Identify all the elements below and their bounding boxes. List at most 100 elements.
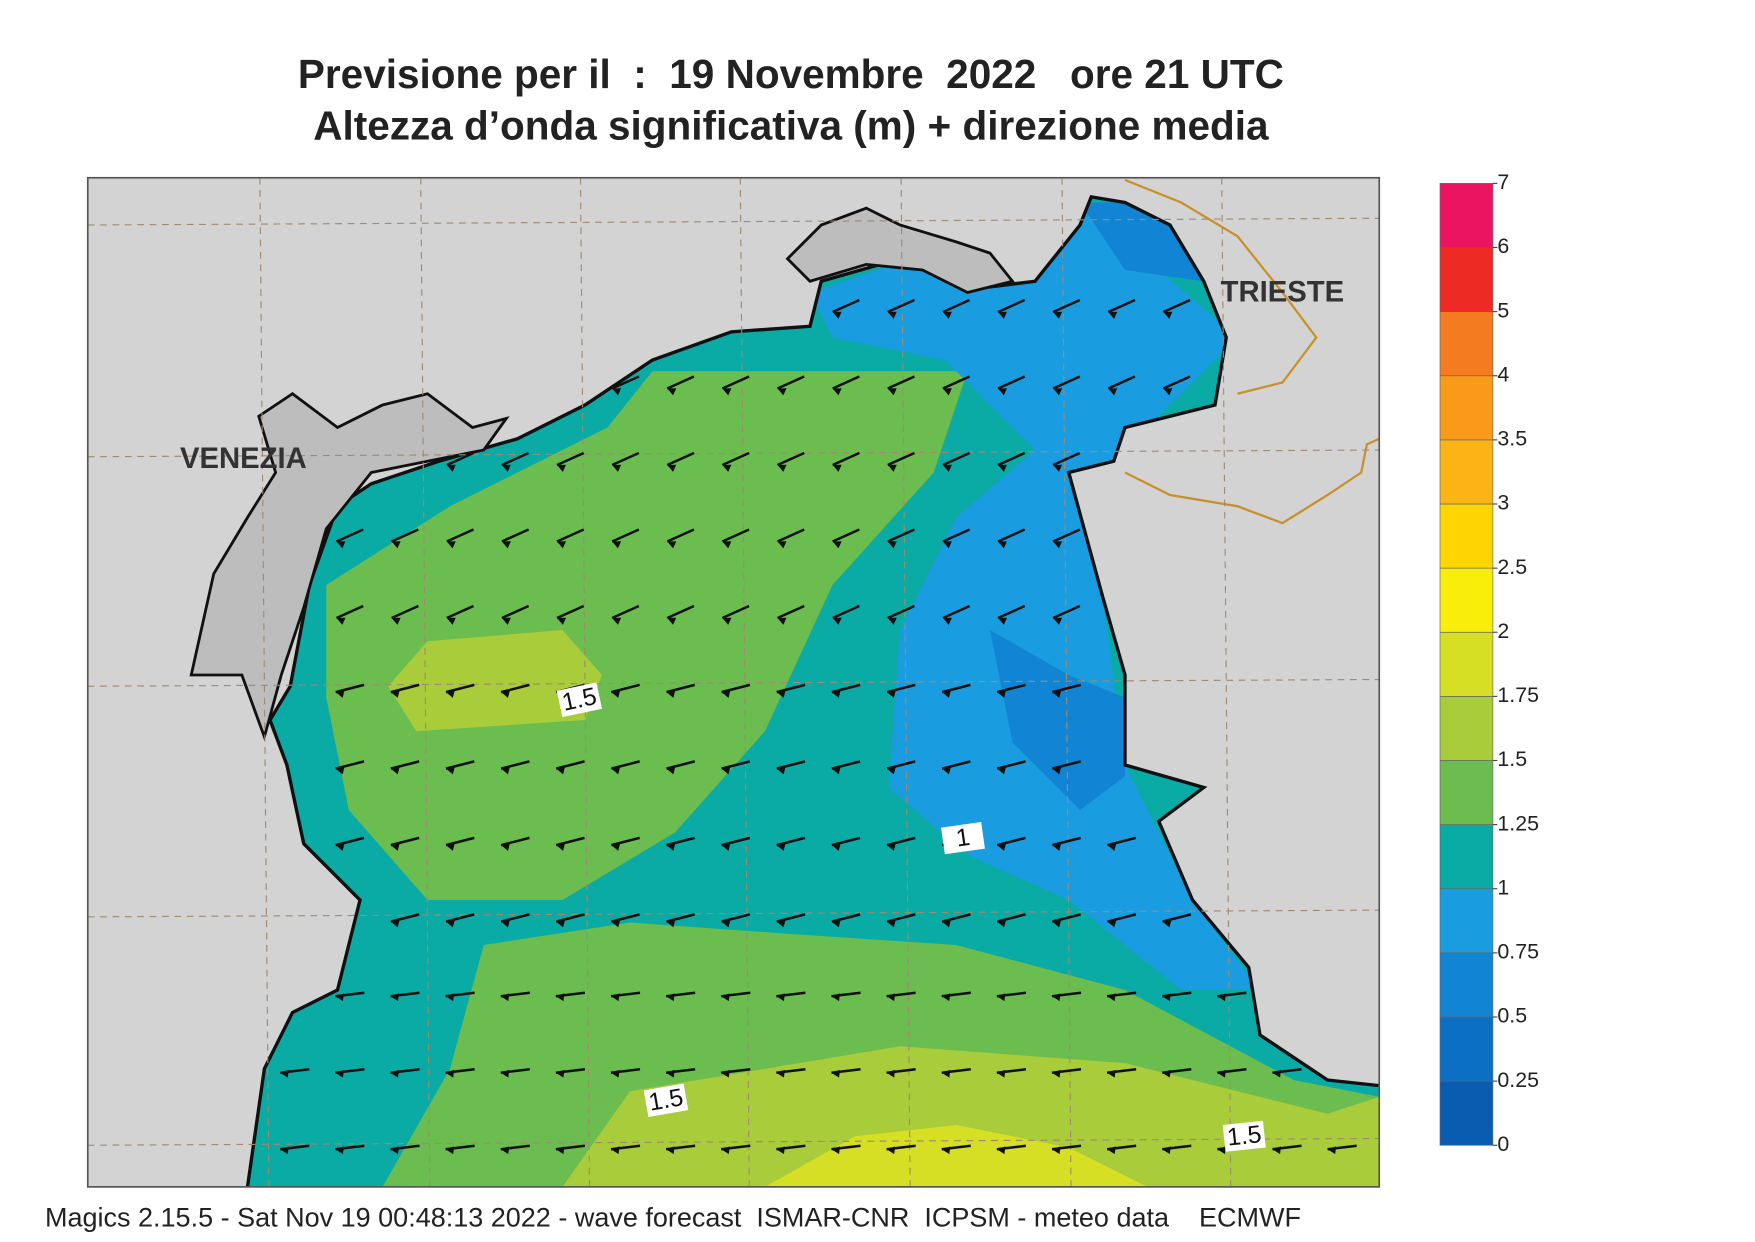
arrow-head bbox=[556, 843, 566, 851]
arrow-head bbox=[611, 843, 621, 851]
arrow-head bbox=[721, 1069, 730, 1078]
arrow-head bbox=[1107, 919, 1117, 928]
legend-swatch bbox=[1439, 952, 1494, 1018]
legend-swatch bbox=[1439, 183, 1494, 248]
arrow-shaft bbox=[446, 528, 474, 543]
arrow-head bbox=[1163, 388, 1173, 396]
arrow-shaft bbox=[500, 913, 530, 923]
legend-tick-label: 6 bbox=[1497, 234, 1509, 258]
arrow-shaft bbox=[832, 604, 860, 620]
arrow-head bbox=[776, 843, 786, 851]
arrow-shaft bbox=[831, 836, 861, 847]
arrow-head bbox=[555, 1146, 565, 1155]
arrow-shaft bbox=[611, 528, 640, 543]
arrow-shaft bbox=[666, 836, 696, 847]
direction-arrows bbox=[280, 298, 1357, 1155]
arrow-head bbox=[997, 843, 1007, 851]
arrow-head bbox=[445, 919, 455, 928]
arrow-head bbox=[667, 464, 677, 472]
arrow-shaft bbox=[391, 604, 419, 620]
arrow-head bbox=[666, 1146, 675, 1155]
arrow-head bbox=[831, 919, 841, 928]
arrow-head bbox=[336, 541, 346, 549]
band-1.5-1.75 bbox=[562, 1046, 1380, 1187]
arrow-shaft bbox=[886, 913, 916, 923]
arrow-head bbox=[1217, 1069, 1226, 1078]
arrow-head bbox=[336, 617, 346, 625]
arrow-head bbox=[666, 993, 675, 1002]
arrow-head bbox=[555, 1069, 565, 1078]
legend-tick-label: 3 bbox=[1497, 491, 1509, 515]
parallel bbox=[87, 217, 1380, 226]
arrow-shaft bbox=[611, 375, 640, 390]
arrow-shaft bbox=[501, 451, 530, 467]
arrow-head bbox=[390, 1069, 399, 1078]
arrow-head bbox=[556, 919, 566, 928]
arrow-shaft bbox=[1107, 836, 1137, 847]
contour-label: 1 bbox=[941, 821, 985, 855]
arrow-head bbox=[996, 993, 1006, 1002]
arrow-shaft bbox=[556, 528, 585, 543]
arrow-head bbox=[335, 690, 345, 698]
arrow-head bbox=[942, 919, 951, 928]
arrow-head bbox=[557, 464, 567, 472]
arrow-head bbox=[667, 541, 677, 549]
contour-labels: 1.511.51.5 bbox=[556, 682, 1266, 1152]
arrow-head bbox=[390, 843, 400, 851]
arrow-shaft bbox=[335, 760, 365, 770]
arrow-shaft bbox=[501, 528, 530, 543]
arrow-shaft bbox=[776, 836, 806, 847]
arrow-shaft bbox=[555, 760, 585, 770]
arrow-head bbox=[612, 541, 622, 549]
parallel bbox=[87, 678, 1380, 687]
arrow-head bbox=[776, 919, 786, 928]
contour-label: 1.5 bbox=[643, 1083, 689, 1118]
arrow-head bbox=[446, 541, 456, 549]
arrow-head bbox=[996, 1146, 1006, 1155]
arrow-shaft bbox=[941, 683, 971, 694]
arrow-head bbox=[666, 766, 676, 775]
arrow-head bbox=[997, 919, 1007, 928]
arrow-head bbox=[1272, 1069, 1281, 1078]
arrow-head bbox=[832, 617, 842, 625]
parallel bbox=[87, 909, 1380, 918]
arrow-shaft bbox=[997, 451, 1026, 467]
arrow-head bbox=[832, 541, 842, 549]
arrow-shaft bbox=[777, 528, 805, 543]
arrow-head bbox=[666, 1069, 675, 1078]
arrow-head bbox=[1272, 1146, 1281, 1155]
arrow-head bbox=[777, 617, 787, 625]
arrow-head bbox=[998, 464, 1008, 472]
arrow-head bbox=[611, 919, 621, 928]
arrow-shaft bbox=[886, 683, 916, 694]
arrow-head bbox=[886, 843, 896, 851]
grado-lagoon-land bbox=[785, 206, 1015, 294]
arrow-head bbox=[1051, 993, 1061, 1002]
arrow-shaft bbox=[390, 760, 420, 770]
arrow-head bbox=[1053, 617, 1063, 625]
arrow-head bbox=[996, 1069, 1006, 1078]
arrow-head bbox=[556, 766, 566, 775]
arrow-head bbox=[557, 541, 567, 549]
legend-swatch bbox=[1439, 696, 1494, 761]
legend-tick-label: 2 bbox=[1497, 619, 1509, 643]
arrow-head bbox=[721, 690, 731, 698]
arrow-shaft bbox=[556, 451, 585, 467]
arrow-head bbox=[722, 541, 732, 549]
arrow-head bbox=[1163, 311, 1173, 319]
arrow-head bbox=[722, 388, 732, 396]
legend-tick-label: 1 bbox=[1497, 875, 1509, 899]
colorbar: 0 0.25 0.5 0.75 1 1.25 1.5 1.75 2 2.5 3 3.5 4 5 6 7 bbox=[1439, 170, 1539, 1156]
legend-tick-label: 7 bbox=[1497, 170, 1509, 194]
arrow-shaft bbox=[721, 683, 751, 694]
arrow-head bbox=[776, 993, 785, 1002]
arrow-shaft bbox=[1052, 451, 1081, 467]
contour-label-text: 1.5 bbox=[1226, 1121, 1263, 1151]
arrow-shaft bbox=[831, 760, 861, 770]
arrow-shaft bbox=[721, 913, 751, 923]
arrow-head bbox=[1053, 311, 1063, 319]
arrow-shaft bbox=[941, 913, 971, 923]
arrow-head bbox=[1107, 993, 1116, 1002]
arrow-head bbox=[942, 388, 952, 396]
